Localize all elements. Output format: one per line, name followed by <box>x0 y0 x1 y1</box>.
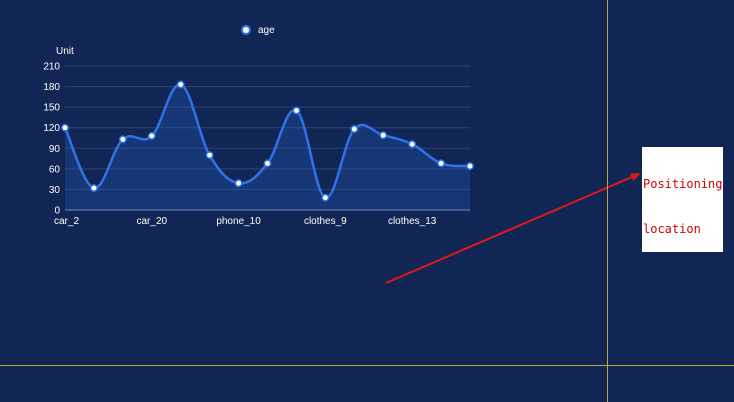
data-point <box>89 184 98 193</box>
y-axis-label: Unit <box>56 46 74 57</box>
data-point <box>147 131 156 140</box>
legend[interactable]: age <box>241 25 275 36</box>
data-point <box>176 80 185 89</box>
annotation-arrow <box>385 173 641 284</box>
data-point <box>350 125 359 134</box>
data-point <box>61 123 69 132</box>
data-point <box>437 159 446 168</box>
x-tick-label: car_20 <box>136 216 167 227</box>
x-tick-label: phone_10 <box>216 216 261 227</box>
data-point <box>321 193 330 202</box>
series-area-age <box>65 84 470 210</box>
x-tick-label: clothes_13 <box>388 216 437 227</box>
x-axis-tick-labels: car_2 car_20 phone_10 clothes_9 clothes_13 <box>54 216 437 227</box>
x-tick-label: clothes_9 <box>304 216 347 227</box>
callout-line-1: Positioning <box>643 177 723 191</box>
y-tick-label: 210 <box>43 62 60 73</box>
vertical-guide-line <box>607 0 608 402</box>
legend-label: age <box>258 25 275 36</box>
horizontal-guide-line <box>0 365 734 366</box>
y-tick-label: 0 <box>54 206 60 217</box>
y-tick-label: 60 <box>49 164 61 175</box>
data-point <box>292 106 301 115</box>
data-points <box>61 80 474 202</box>
callout-line-2: location <box>643 222 701 236</box>
y-tick-label: 120 <box>43 123 60 134</box>
y-tick-label: 150 <box>43 103 60 114</box>
data-point <box>466 162 474 171</box>
gridlines <box>65 65 470 211</box>
x-tick-label: car_2 <box>54 216 79 227</box>
data-point <box>408 140 417 149</box>
data-point <box>379 131 388 140</box>
y-tick-label: 180 <box>43 82 60 93</box>
y-tick-label: 30 <box>49 185 61 196</box>
data-point <box>205 151 214 160</box>
y-axis-tick-labels: 0 30 60 90 120 150 180 210 <box>43 62 60 217</box>
legend-marker <box>241 25 251 35</box>
data-point <box>234 179 243 188</box>
data-point <box>118 135 127 144</box>
positioning-location-label: Positioning location <box>642 147 724 252</box>
data-point <box>263 159 272 168</box>
y-tick-label: 90 <box>49 144 61 155</box>
